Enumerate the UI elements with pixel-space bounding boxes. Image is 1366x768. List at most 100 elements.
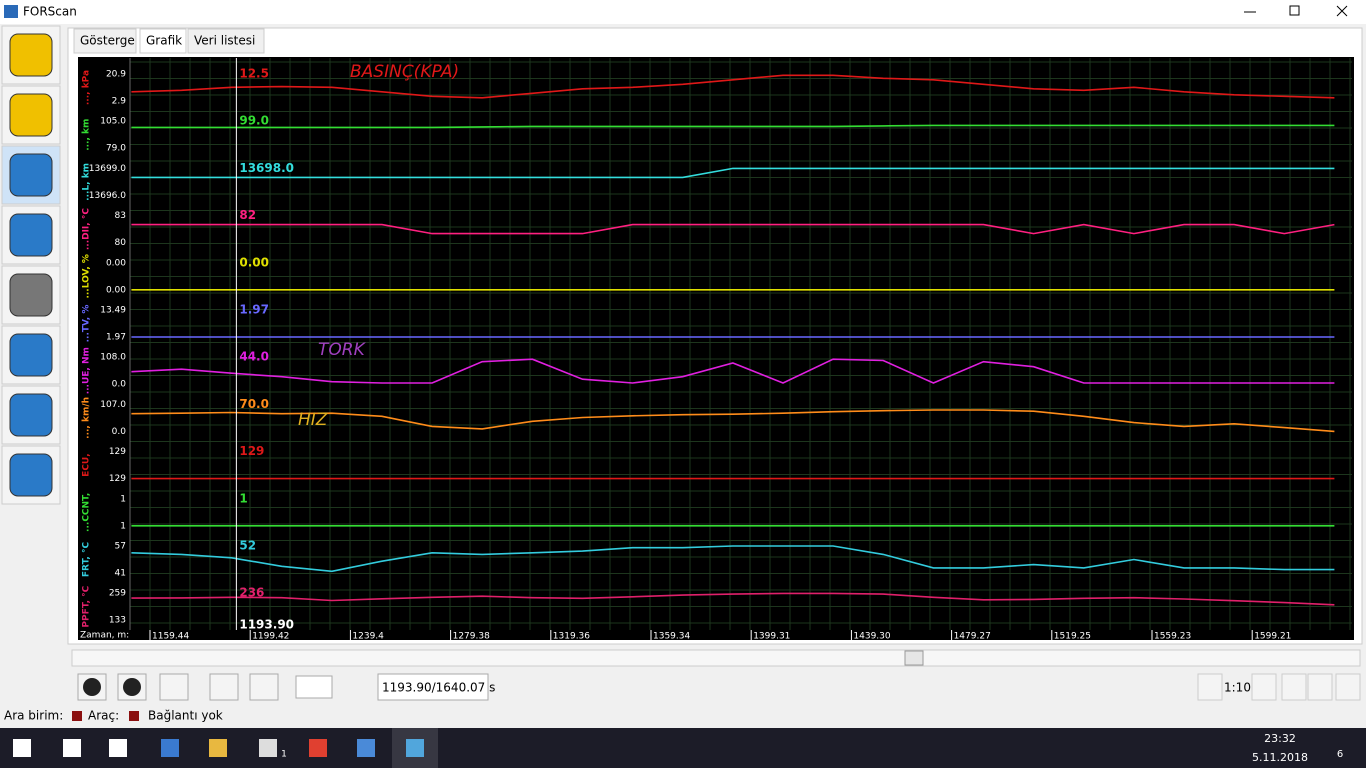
channel-max: 13.49: [100, 306, 126, 316]
channel-max: 105.0: [100, 117, 126, 127]
channel-current-value: 99.0: [239, 114, 269, 128]
channel-trace: [131, 124, 1335, 129]
scrollbar[interactable]: [71, 649, 1361, 667]
sidebar-icon: [9, 393, 53, 437]
sidebar-icon: [9, 333, 53, 377]
channel-max: 259: [109, 589, 126, 599]
toolbar-button[interactable]: [1335, 673, 1361, 701]
channel-name: FRT, °C: [82, 542, 92, 578]
channel-min: 133: [109, 616, 126, 626]
channel-trace: [131, 545, 1335, 573]
channel-current-value: 44.0: [239, 350, 269, 364]
sidebar-icon: [9, 453, 53, 497]
channel-min: 2.9: [112, 97, 127, 107]
channel-min: 41: [115, 569, 126, 579]
taskbar-icon[interactable]: [259, 739, 277, 757]
time-tick-label: 1279.38: [453, 632, 490, 642]
annotation: TORK: [318, 340, 367, 360]
mail-badge: 1: [281, 750, 287, 760]
channel-max: 20.9: [106, 70, 126, 80]
channel-name: ...DII, °C: [82, 208, 92, 250]
channel-current-value: 1: [239, 491, 247, 505]
sidebar-icon: [9, 33, 53, 77]
channel-min: 1: [120, 521, 126, 531]
channel-min: 80: [115, 238, 127, 248]
toolbar-button[interactable]: [159, 673, 189, 701]
annotation: BASINÇ(KPA): [350, 62, 459, 82]
toolbar-button[interactable]: [1307, 673, 1333, 701]
taskbar-icon[interactable]: [209, 739, 227, 757]
toolbar-button[interactable]: [249, 673, 279, 701]
annotation: HIZ: [298, 410, 328, 430]
channel-current-value: 0.00: [239, 255, 269, 269]
sidebar-icon: [9, 93, 53, 137]
maximize[interactable]: [1289, 5, 1300, 16]
title-bar: [0, 0, 1366, 24]
window-title: FORScan: [23, 5, 77, 19]
tab[interactable]: [139, 28, 187, 54]
taskbar-icon[interactable]: [109, 739, 127, 757]
clock-date: 5.11.2018: [1252, 751, 1308, 764]
position-text: 1193.90/1640.07 s: [382, 681, 495, 695]
channel-min: 79.0: [106, 144, 126, 154]
status-led: [129, 711, 139, 721]
channel-min: 0.00: [106, 285, 126, 295]
clock-time: 23:32: [1264, 732, 1296, 745]
scroll-thumb[interactable]: [904, 650, 924, 666]
time-tick-label: 1439.30: [853, 632, 890, 642]
tab-label: Grafik: [146, 34, 182, 48]
toolbar-button[interactable]: [1197, 673, 1223, 701]
channel-min: 129: [109, 474, 126, 484]
sidebar-icon: [9, 213, 53, 257]
channel-name: ...TV, %: [82, 305, 92, 343]
taskbar-icon[interactable]: [357, 739, 375, 757]
close[interactable]: [1336, 5, 1348, 17]
tab[interactable]: [187, 28, 265, 54]
position-box: [377, 673, 489, 701]
plot-area: [78, 57, 1354, 640]
channel-min: 1.97: [106, 333, 126, 343]
channel-name: ..., km: [82, 119, 92, 151]
time-tick-label: 1239.4: [352, 632, 384, 642]
status-bar: [0, 705, 1366, 727]
taskbar-icon[interactable]: [63, 739, 81, 757]
taskbar-icon[interactable]: [406, 739, 424, 757]
channel-current-value: 82: [239, 208, 256, 222]
channel-trace: [131, 592, 1335, 606]
channel-current-value: 52: [239, 539, 256, 553]
dropdown[interactable]: [295, 675, 333, 699]
channel-name: ...L, km: [82, 163, 92, 201]
toolbar-button[interactable]: [209, 673, 239, 701]
channel-max: 83: [115, 211, 126, 221]
time-tick-label: 1479.27: [954, 632, 991, 642]
channel-max: 57: [115, 542, 126, 552]
channel-min: 13696.0: [89, 191, 126, 201]
taskbar-icon[interactable]: [309, 739, 327, 757]
cursor-time: 1193.90: [239, 618, 294, 632]
channel-name: ...CCNT,: [82, 493, 92, 532]
toolbar-button[interactable]: [1281, 673, 1307, 701]
channel-trace: [131, 409, 1335, 433]
channel-trace: [131, 74, 1335, 99]
time-tick-label: 1519.25: [1054, 632, 1091, 642]
toolbar-button[interactable]: [1251, 673, 1277, 701]
status-vehicle: Araç:: [88, 709, 119, 723]
time-tick-label: 1559.23: [1154, 632, 1191, 642]
status-connection: Bağlantı yok: [148, 709, 223, 723]
time-tick-label: 1359.34: [653, 632, 690, 642]
taskbar-icon[interactable]: [13, 739, 31, 757]
tab[interactable]: [73, 28, 137, 54]
taskbar-icon[interactable]: [161, 739, 179, 757]
channel-max: 107.0: [100, 400, 126, 410]
stop-icon: [123, 678, 141, 696]
notification-count[interactable]: 6: [1337, 749, 1343, 760]
channel-max: 1: [120, 494, 126, 504]
status-interface: Ara birim:: [4, 709, 63, 723]
channel-name: ECU,: [82, 453, 92, 476]
channel-name: ..., km/h: [82, 397, 92, 439]
channel-name: PPFT, °C: [82, 585, 92, 627]
sidebar-icon: [9, 273, 53, 317]
time-tick-label: 1599.21: [1254, 632, 1291, 642]
